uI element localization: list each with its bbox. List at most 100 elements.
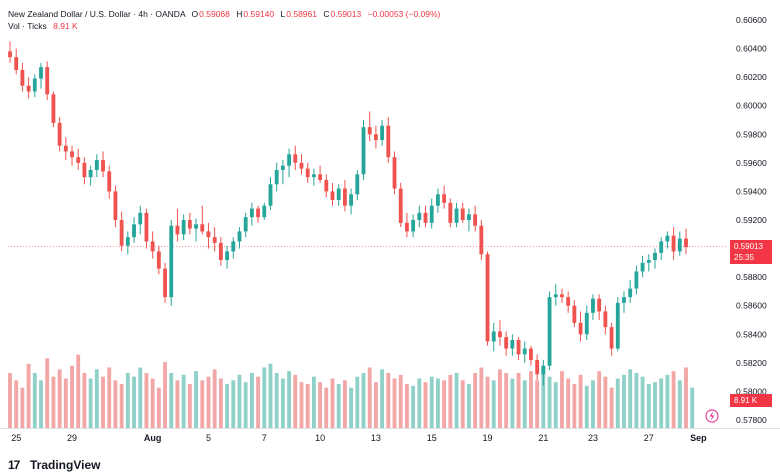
volume-bar — [429, 376, 434, 428]
candle-body — [491, 331, 496, 342]
volume-bar — [94, 369, 99, 428]
volume-bar — [336, 384, 341, 428]
volume-bar — [510, 378, 515, 428]
volume-bar — [535, 380, 540, 428]
candle — [287, 148, 292, 178]
candle-body — [51, 94, 56, 123]
candle-body — [597, 298, 602, 312]
time-axis[interactable]: 25 29 Aug 5 7 10 13 15 19 21 23 27 Sep — [11, 433, 707, 443]
candle-body — [94, 160, 99, 170]
candle-body — [132, 224, 136, 238]
volume-bar — [417, 378, 422, 428]
volume-bar — [646, 384, 651, 428]
volume-bar — [113, 380, 118, 428]
candle — [274, 162, 279, 192]
candle — [125, 231, 130, 255]
candle-body — [367, 127, 372, 135]
candle-body — [324, 180, 329, 192]
candle-body — [107, 171, 112, 192]
candle-body — [591, 298, 595, 313]
candle — [45, 61, 50, 100]
candle-body — [584, 312, 589, 335]
candle — [144, 208, 149, 249]
volume-legend[interactable]: Vol · Ticks 8.91 K — [8, 21, 78, 31]
candle — [82, 157, 87, 185]
candle-body — [498, 331, 502, 338]
candle — [212, 227, 217, 252]
volume-bar — [479, 367, 484, 428]
price-tag-value: 0.59013 — [734, 242, 763, 251]
candle — [417, 205, 422, 228]
candle-body — [646, 260, 651, 263]
candle — [70, 145, 74, 166]
price-tick-label: 0.58000 — [736, 386, 767, 396]
candle — [454, 202, 459, 228]
volume-label: Vol · Ticks — [8, 21, 47, 31]
volume-bar — [119, 384, 124, 428]
candle-body — [256, 208, 260, 218]
candle — [566, 291, 571, 313]
volume-bar — [566, 378, 571, 428]
candle-body — [671, 235, 676, 252]
volume-bar — [436, 378, 440, 428]
price-axis[interactable]: 0.60600 0.60400 0.60200 0.60000 0.59800 0.596… — [736, 15, 767, 425]
volume-bar — [653, 382, 657, 428]
candle-body — [609, 327, 614, 349]
candle — [150, 231, 155, 259]
candle — [386, 117, 391, 163]
volume-bar — [665, 374, 670, 428]
candle — [522, 341, 527, 363]
volume-bar — [107, 367, 112, 428]
candle — [498, 320, 502, 346]
time-tick-label: 27 — [644, 433, 654, 443]
volume-bar — [411, 385, 416, 428]
candle-body — [82, 162, 87, 178]
candle-body — [628, 288, 633, 298]
candle-body — [212, 237, 217, 243]
volume-bar — [485, 376, 490, 428]
candle-body — [57, 122, 62, 146]
candle-body — [603, 311, 608, 328]
candle-body — [101, 160, 105, 172]
time-tick-label: 25 — [11, 433, 21, 443]
volume-bar — [101, 376, 105, 428]
candle — [200, 205, 205, 235]
candle-body — [516, 340, 521, 355]
tradingview-logo[interactable]: 17 TradingView — [8, 458, 100, 472]
candle — [299, 154, 304, 175]
candle — [373, 125, 378, 149]
volume-bar — [671, 371, 676, 428]
volume-bar — [547, 376, 552, 428]
symbol-title[interactable]: New Zealand Dollar / U.S. Dollar · 4h · … — [8, 9, 186, 19]
candle — [429, 198, 434, 229]
volume-bar — [342, 380, 347, 428]
candle-body — [14, 57, 19, 70]
candle — [479, 220, 484, 260]
volume-bar — [163, 362, 167, 428]
symbol-legend[interactable]: New Zealand Dollar / U.S. Dollar · 4h · … — [8, 9, 440, 19]
volume-bar — [560, 371, 564, 428]
candle-body — [268, 184, 273, 206]
candle — [584, 305, 589, 340]
price-tick-label: 0.59200 — [736, 215, 767, 225]
candle-body — [622, 297, 626, 303]
candle-body — [287, 154, 292, 166]
time-tick-label: 7 — [262, 433, 267, 443]
candle-body — [231, 241, 236, 252]
candle-body — [163, 268, 167, 298]
candle-body — [653, 252, 657, 260]
candle-body — [615, 302, 620, 349]
candle — [249, 202, 254, 226]
volume-bar — [473, 373, 478, 428]
candle-body — [373, 134, 378, 140]
candle-body — [572, 305, 577, 323]
flash-icon[interactable] — [705, 409, 719, 423]
candle — [94, 154, 99, 178]
volume-bar — [212, 369, 217, 428]
candle — [671, 227, 676, 260]
candle — [51, 91, 56, 128]
volume-bar — [132, 376, 136, 428]
volume-bar — [144, 373, 149, 428]
volume-bar — [392, 378, 397, 428]
